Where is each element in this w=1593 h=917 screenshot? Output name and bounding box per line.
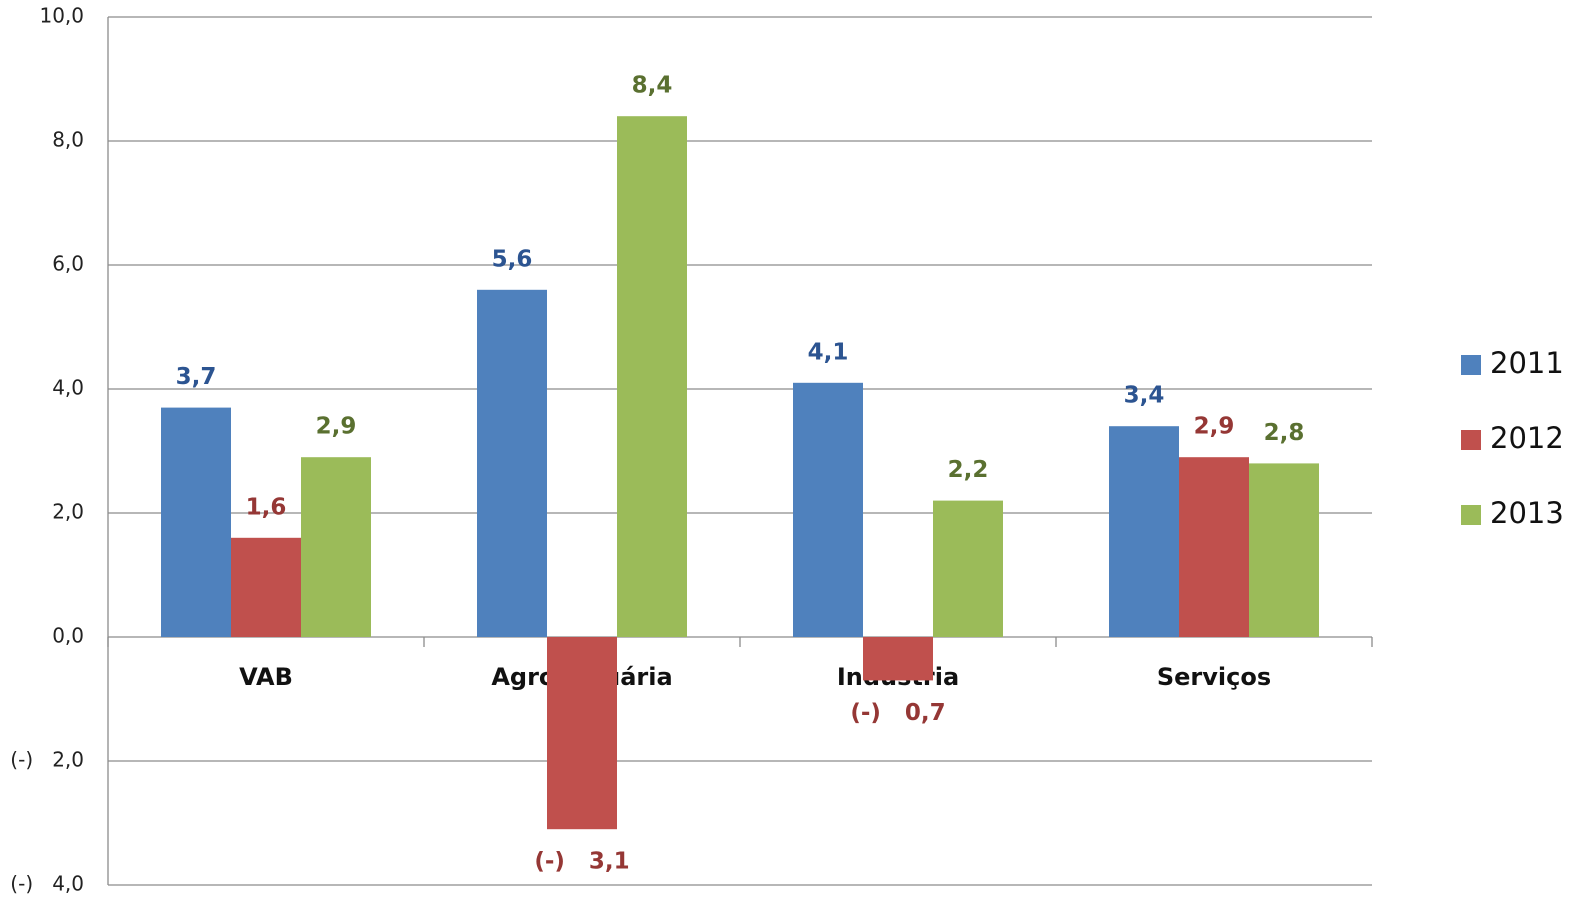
legend-label: 2013 [1490, 496, 1564, 530]
y-tick-label: (-) 4,0 [10, 872, 84, 896]
bar [1179, 457, 1249, 637]
data-label: (-) 3,1 [534, 849, 629, 875]
legend-label: 2012 [1490, 421, 1564, 455]
legend-swatch [1461, 355, 1481, 375]
data-label: 4,1 [808, 339, 849, 365]
y-tick-label: 4,0 [52, 376, 84, 400]
data-label: 2,9 [316, 414, 357, 440]
bar [301, 457, 371, 637]
y-tick-label: 6,0 [52, 252, 84, 276]
x-tick-label: VAB [239, 663, 293, 691]
bar [933, 500, 1003, 637]
y-tick-label: 8,0 [52, 128, 84, 152]
bar [1249, 463, 1319, 637]
data-label: 8,4 [632, 73, 673, 99]
data-label: 2,2 [948, 457, 989, 483]
y-tick-label: 0,0 [52, 624, 84, 648]
data-label: 2,8 [1264, 420, 1305, 446]
data-label: 1,6 [246, 494, 287, 520]
data-label: 5,6 [492, 246, 533, 272]
bar [547, 637, 617, 830]
data-label: 3,7 [176, 364, 217, 390]
x-tick-label: Serviços [1157, 663, 1271, 691]
bar [477, 289, 547, 637]
legend-label: 2011 [1490, 346, 1564, 380]
y-tick-label: 2,0 [52, 500, 84, 524]
bar [793, 382, 863, 637]
y-tick-label: 10,0 [39, 4, 84, 28]
data-label: 2,9 [1194, 414, 1235, 440]
bar [863, 637, 933, 681]
legend-swatch [1461, 505, 1481, 525]
y-tick-label: (-) 2,0 [10, 748, 84, 772]
legend-swatch [1461, 430, 1481, 450]
data-label: (-) 0,7 [850, 700, 945, 726]
bar [1109, 426, 1179, 637]
bar [231, 537, 301, 637]
bar [161, 407, 231, 637]
bar [617, 116, 687, 637]
data-label: 3,4 [1124, 383, 1165, 409]
